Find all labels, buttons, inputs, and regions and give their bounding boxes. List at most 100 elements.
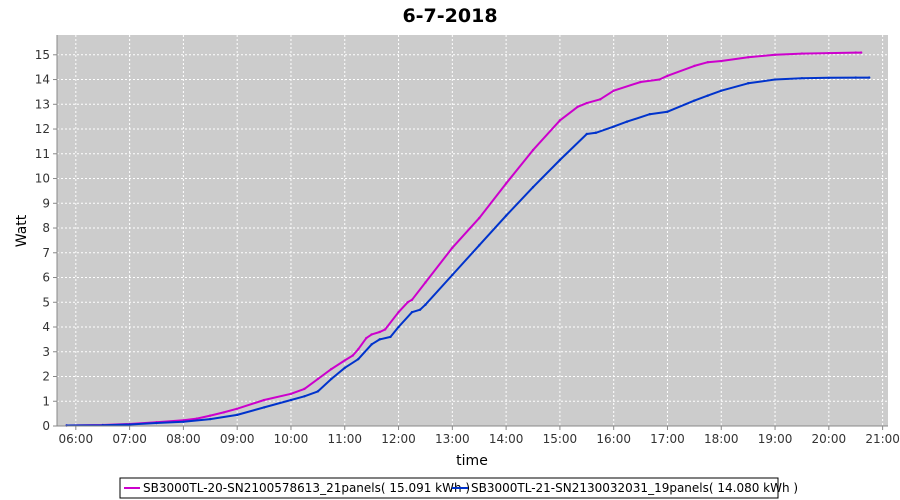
x-tick-label: 19:00: [758, 432, 793, 446]
y-tick-label: 0: [42, 419, 50, 433]
series-1-point: [424, 281, 427, 284]
series-1-point: [451, 246, 454, 250]
series-1-point: [746, 56, 750, 59]
x-tick-label: 06:00: [59, 432, 94, 446]
grid-lines: [57, 35, 888, 427]
series-1-point: [558, 119, 562, 122]
series-2-point: [666, 110, 669, 113]
series-2-point: [418, 308, 422, 311]
y-tick-label: 14: [35, 73, 50, 87]
series-2-point: [316, 390, 320, 393]
series-2-point: [370, 343, 373, 346]
series-2-point: [424, 303, 427, 306]
y-tick-label: 11: [35, 147, 50, 161]
series-2-point: [357, 357, 360, 361]
x-axis-label: time: [456, 453, 488, 469]
series-1-point: [397, 310, 400, 314]
series-1-point: [222, 411, 225, 414]
series-2-point: [303, 395, 306, 398]
series-2-point: [827, 76, 831, 80]
series-2-point: [155, 421, 158, 425]
series-2-point: [478, 244, 481, 247]
series-1-point: [316, 377, 320, 381]
series-1-point: [773, 53, 777, 56]
series-1-point: [827, 51, 831, 55]
x-tick-label: 10:00: [274, 432, 309, 446]
series-2-point: [558, 158, 562, 162]
series-2-point: [648, 112, 651, 116]
series-1-point: [612, 89, 615, 92]
series-line-1: [66, 51, 862, 427]
series-2-point: [773, 78, 777, 81]
series-2-point: [343, 366, 346, 370]
series-2-point: [746, 82, 750, 85]
series-2-point: [706, 94, 710, 97]
series-2-point: [209, 417, 212, 421]
series-1-point: [370, 333, 373, 336]
chart-title: 6-7-2018: [402, 5, 497, 27]
series-2-point: [182, 420, 185, 423]
plot-area: [57, 35, 888, 426]
x-tick-label: 11:00: [327, 432, 362, 446]
series-1-point: [330, 367, 333, 371]
series-1-point: [289, 392, 293, 396]
series-2-point: [235, 413, 239, 417]
series-2-point: [800, 77, 804, 80]
y-tick-label: 9: [42, 196, 50, 210]
series-1-point: [599, 98, 602, 101]
y-tick-label: 12: [35, 122, 50, 136]
series-1-point: [209, 414, 212, 417]
series-1-point: [859, 51, 863, 54]
series-2-point: [397, 325, 400, 329]
series-2-point: [389, 335, 392, 339]
series-1-point: [800, 52, 804, 55]
series-2-point: [867, 76, 871, 79]
series-1-point: [303, 387, 306, 391]
series-2-point: [594, 131, 598, 134]
legend-label-2: SB3000TL-21-SN2130032031_19panels( 14.08…: [471, 481, 798, 495]
x-tick-label: 07:00: [112, 432, 147, 446]
y-tick-label: 4: [42, 320, 50, 334]
x-tick-label: 15:00: [543, 432, 578, 446]
series-1-point: [531, 148, 535, 152]
series-1-point: [585, 101, 588, 105]
series-1-point: [357, 348, 360, 351]
series-1-point: [351, 354, 355, 357]
series-1-point: [195, 417, 199, 420]
series-1-point: [235, 407, 239, 410]
y-tick-label: 5: [42, 295, 50, 309]
series-2-point: [854, 76, 857, 79]
x-tick-label: 21:00: [865, 432, 900, 446]
series-1-point: [262, 398, 266, 402]
series-1-point: [720, 59, 723, 63]
x-tick-label: 17:00: [650, 432, 685, 446]
y-tick-label: 10: [35, 172, 50, 186]
series-2-point: [612, 125, 615, 128]
x-tick-label: 18:00: [704, 432, 739, 446]
y-tick-label: 3: [42, 345, 50, 359]
series-2-point: [378, 338, 381, 341]
series-2-point: [693, 99, 696, 102]
legend-label-1: SB3000TL-20-SN2100578613_21panels( 15.09…: [143, 481, 470, 495]
series-2-point: [625, 120, 629, 123]
legend: SB3000TL-20-SN2100578613_21panels( 15.09…: [119, 477, 798, 499]
series-2-point: [504, 214, 508, 217]
series-2-point: [451, 273, 454, 277]
y-tick-label: 13: [35, 97, 50, 111]
y-axis-label: Watt: [14, 214, 30, 247]
series-1-point: [343, 359, 346, 362]
series-1-point: [639, 80, 642, 84]
x-tick-label: 16:00: [596, 432, 631, 446]
series-2-point: [720, 89, 723, 92]
y-tick-label: 6: [42, 271, 50, 285]
series-1-point: [658, 78, 661, 81]
y-tick-label: 2: [42, 370, 50, 384]
series-1-point: [693, 64, 696, 68]
x-tick-label: 09:00: [220, 432, 255, 446]
series-2-point: [289, 398, 293, 402]
series-2-point: [262, 406, 266, 409]
series-1-point: [383, 328, 387, 331]
series-1-point: [378, 330, 381, 334]
series-1-point: [854, 51, 857, 54]
